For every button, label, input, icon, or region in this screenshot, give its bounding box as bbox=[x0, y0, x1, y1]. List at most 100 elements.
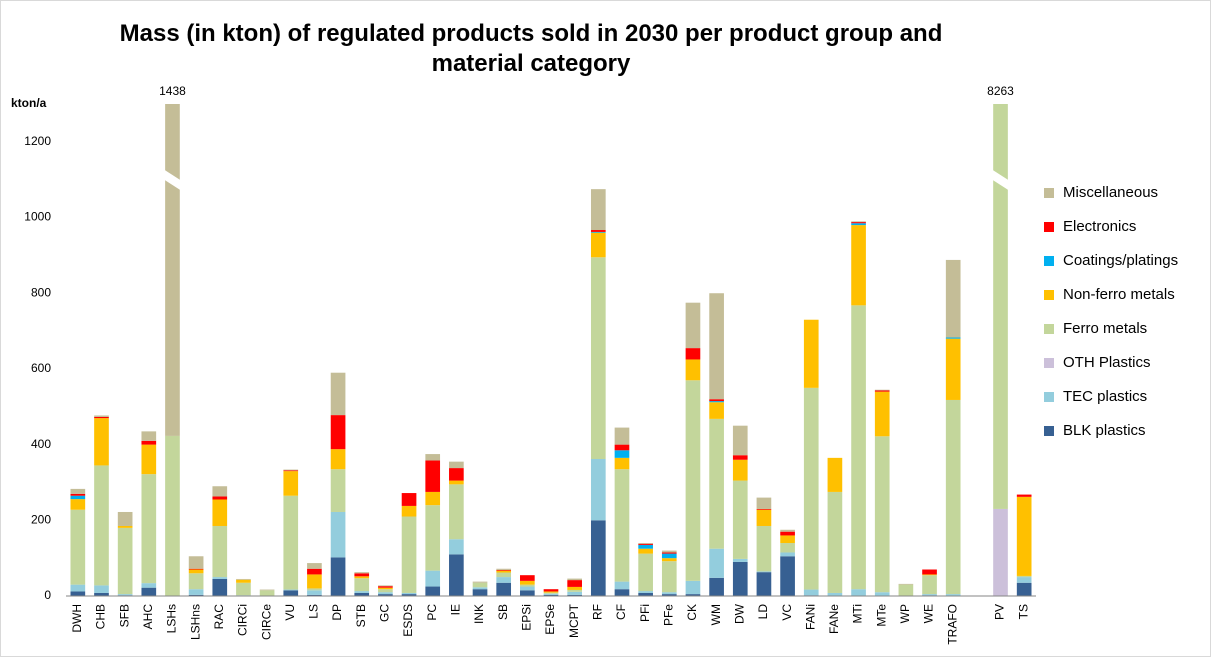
bar-segment bbox=[922, 575, 937, 595]
bar-segment bbox=[756, 508, 772, 510]
bar-segment bbox=[449, 480, 464, 485]
bar-segment bbox=[378, 586, 393, 588]
bar-segment bbox=[543, 591, 559, 593]
bar-segment bbox=[1016, 582, 1032, 596]
bar-segment bbox=[732, 480, 748, 559]
bar-segment bbox=[283, 589, 299, 591]
bar-segment bbox=[590, 231, 606, 233]
bar-segment bbox=[212, 496, 228, 500]
bar-segment bbox=[236, 579, 251, 583]
bar-segment bbox=[922, 569, 937, 575]
bar-segment bbox=[520, 580, 535, 585]
bar-segment bbox=[543, 594, 559, 596]
bar-segment bbox=[590, 520, 606, 596]
bar-segment bbox=[638, 592, 653, 596]
bar-segment bbox=[188, 594, 204, 596]
bar-segment bbox=[259, 590, 275, 596]
bar-segment bbox=[307, 568, 322, 575]
y-axis-label: kton/a bbox=[11, 96, 47, 110]
bar-segment bbox=[94, 418, 109, 466]
x-tick-label: PC bbox=[425, 604, 439, 621]
bar-segment bbox=[567, 594, 582, 596]
bar-segment bbox=[780, 552, 795, 557]
legend-label: Electronics bbox=[1063, 218, 1136, 235]
bar-segment bbox=[449, 554, 464, 596]
bar-segment bbox=[330, 557, 346, 596]
bar-segment bbox=[520, 586, 535, 591]
bar-segment bbox=[94, 416, 109, 419]
bar-segment bbox=[638, 591, 653, 593]
bar-segment bbox=[1016, 577, 1032, 583]
bar-segment bbox=[756, 509, 772, 526]
x-tick-label: VC bbox=[780, 604, 794, 621]
legend-swatch bbox=[1044, 188, 1054, 198]
bar-segment bbox=[945, 259, 961, 338]
legend-swatch bbox=[1044, 324, 1054, 334]
x-tick-label: CK bbox=[685, 604, 699, 621]
bar-segment bbox=[401, 592, 417, 595]
bar-segment bbox=[614, 469, 630, 582]
x-tick-label: MCPT bbox=[567, 603, 581, 638]
bar-segment bbox=[685, 594, 701, 596]
x-tick-label: TS bbox=[1016, 604, 1030, 619]
bar-segment bbox=[425, 570, 441, 587]
bar-segment bbox=[425, 460, 441, 492]
bar-segment bbox=[94, 415, 109, 417]
y-tick-label: 400 bbox=[31, 437, 51, 451]
bar-segment bbox=[1016, 494, 1032, 497]
bar-segment bbox=[401, 594, 417, 596]
bar-segment bbox=[874, 390, 890, 392]
bar-segment bbox=[330, 469, 346, 512]
bar-segment bbox=[661, 561, 677, 593]
bar-segment bbox=[70, 493, 86, 496]
bar-segment bbox=[141, 583, 157, 588]
bar-segment bbox=[827, 457, 843, 492]
bar-segment bbox=[472, 589, 488, 596]
bar-segment bbox=[330, 511, 346, 558]
bar-segment bbox=[874, 389, 890, 391]
bar-segment bbox=[874, 436, 890, 593]
bar-segment bbox=[851, 305, 866, 590]
bar-segment bbox=[259, 589, 275, 591]
bar-segment bbox=[898, 584, 914, 596]
bar-segment bbox=[803, 387, 819, 590]
bar-segment bbox=[188, 589, 204, 595]
bar-segment bbox=[307, 563, 322, 569]
bar-segment bbox=[496, 572, 512, 578]
bar-segment bbox=[590, 189, 606, 231]
bar-segment bbox=[874, 391, 890, 437]
y-tick-label: 1200 bbox=[24, 134, 51, 148]
x-tick-label: TRAFO bbox=[945, 604, 959, 645]
axis-break bbox=[163, 169, 182, 191]
bar-segment bbox=[117, 525, 133, 528]
bar-segment bbox=[590, 232, 606, 258]
bar-segment bbox=[117, 511, 133, 526]
bar-segment bbox=[330, 449, 346, 470]
total-label: 8263 bbox=[987, 84, 1014, 98]
bar-segment bbox=[449, 468, 464, 481]
legend-swatch bbox=[1044, 222, 1054, 232]
bar-segment bbox=[212, 578, 228, 596]
legend-label: TEC plastics bbox=[1063, 388, 1147, 405]
bar-segment bbox=[661, 550, 677, 553]
bar-segment bbox=[898, 583, 914, 585]
legend-label: Non-ferro metals bbox=[1063, 286, 1175, 303]
bar-segment bbox=[283, 471, 299, 496]
bars bbox=[70, 104, 1032, 596]
bar-segment bbox=[141, 474, 157, 584]
x-tick-label: LSHns bbox=[188, 604, 202, 640]
bar-segment bbox=[756, 571, 772, 573]
bar-segment bbox=[756, 497, 772, 509]
legend-label: OTH Plastics bbox=[1063, 354, 1151, 371]
bar-segment bbox=[449, 539, 464, 555]
bar-segment bbox=[378, 585, 393, 587]
bar-segment bbox=[945, 338, 961, 400]
x-tick-label: PFi bbox=[638, 604, 652, 622]
bar-segment bbox=[685, 348, 701, 360]
bar-segment bbox=[851, 223, 866, 226]
y-tick-label: 200 bbox=[31, 512, 51, 526]
y-tick-label: 1000 bbox=[24, 210, 51, 224]
bar-segment bbox=[567, 589, 582, 592]
x-tick-label: WE bbox=[922, 604, 936, 623]
bar-segment bbox=[354, 591, 370, 593]
